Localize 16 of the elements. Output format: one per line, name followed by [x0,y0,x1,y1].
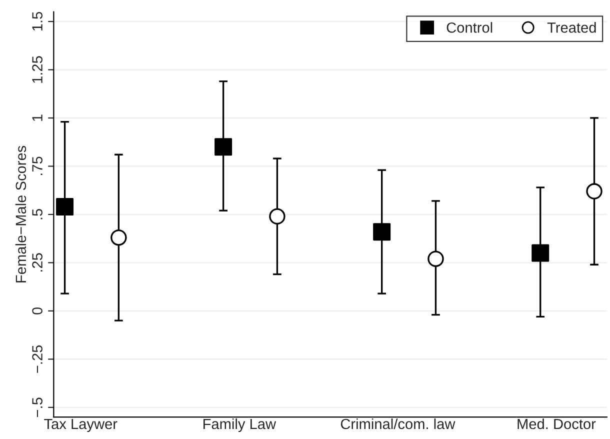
y-tick-label: 1.5 [32,12,42,31]
y-tick-label: 1.25 [32,56,42,83]
y-axis-title: Female−Male Scores [15,146,26,282]
x-tick-label: Med. Doctor [518,418,596,430]
legend-label: Control [446,22,492,33]
x-tick-label: Criminal/com. law [340,418,456,430]
y-tick-label: 0 [32,307,42,314]
x-tick-label: Tax Laywer [44,418,118,432]
legend-label: Treated [547,22,596,33]
y-tick-label: .75 [32,156,42,176]
y-tick-label: .25 [32,253,42,272]
x-tick-label: Family Law [203,418,276,432]
y-tick-label: −.5 [32,398,42,418]
y-tick-label: 1 [32,114,42,121]
y-tick-label: −.25 [32,345,42,373]
y-tick-label: .5 [32,208,42,220]
